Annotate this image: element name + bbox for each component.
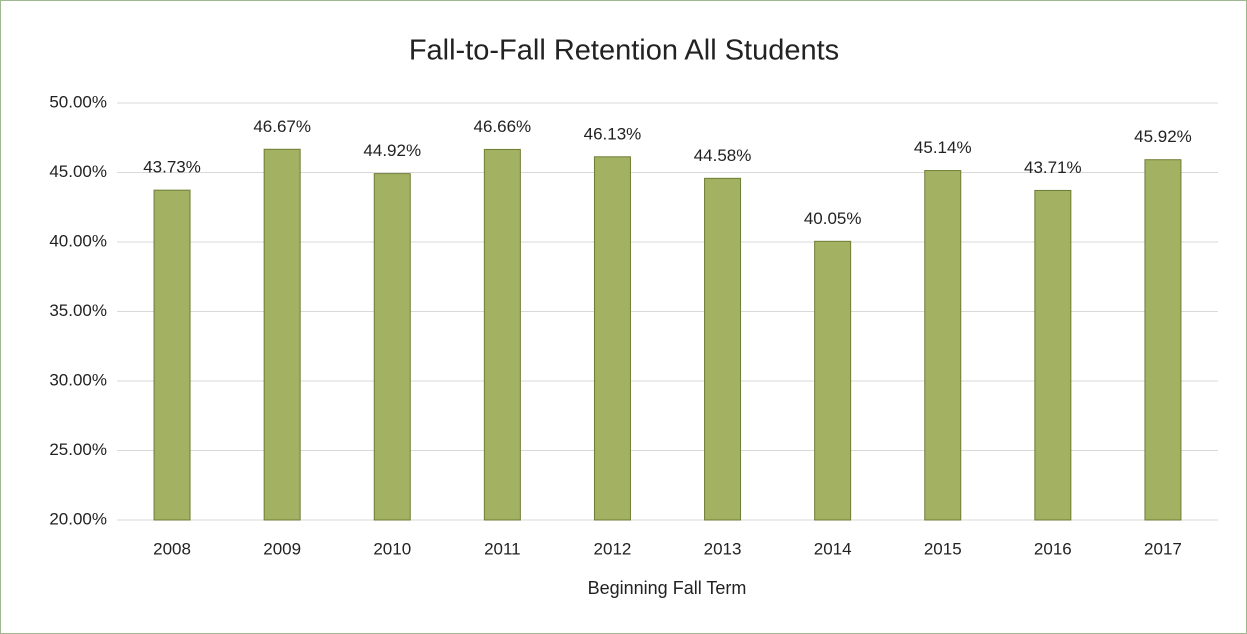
- data-label: 46.13%: [584, 124, 642, 143]
- x-tick-label: 2016: [1034, 539, 1072, 558]
- bar: [1034, 189, 1072, 521]
- y-tick-label: 20.00%: [49, 509, 107, 528]
- data-label: 45.14%: [914, 138, 972, 157]
- x-tick-label: 2014: [814, 539, 852, 558]
- chart-title: Fall-to-Fall Retention All Students: [409, 35, 839, 67]
- bar: [814, 240, 852, 521]
- bar: [924, 170, 962, 521]
- bar: [593, 156, 631, 521]
- data-label: 44.58%: [694, 146, 752, 165]
- bar: [373, 173, 411, 521]
- y-tick-label: 50.00%: [49, 92, 107, 111]
- data-label: 43.71%: [1024, 158, 1082, 177]
- data-label: 46.66%: [474, 117, 532, 136]
- bar: [153, 189, 191, 521]
- bar: [704, 177, 742, 521]
- x-tick-label: 2009: [263, 539, 301, 558]
- x-tick-label: 2012: [594, 539, 632, 558]
- data-label: 44.92%: [363, 141, 421, 160]
- y-tick-label: 30.00%: [49, 370, 107, 389]
- data-label: 45.92%: [1134, 127, 1192, 146]
- y-tick-label: 35.00%: [49, 301, 107, 320]
- x-tick-label: 2013: [704, 539, 742, 558]
- y-tick-label: 45.00%: [49, 162, 107, 181]
- bar: [483, 148, 521, 521]
- bar: [263, 148, 301, 521]
- data-label: 43.73%: [143, 158, 201, 177]
- x-tick-label: 2011: [484, 539, 521, 558]
- x-tick-label: 2017: [1144, 539, 1182, 558]
- x-tick-label: 2008: [153, 539, 191, 558]
- x-tick-label: 2015: [924, 539, 962, 558]
- bar: [1144, 159, 1182, 521]
- x-axis-title: Beginning Fall Term: [588, 578, 747, 598]
- x-tick-label: 2010: [373, 539, 411, 558]
- y-tick-label: 40.00%: [49, 231, 107, 250]
- data-label: 46.67%: [253, 117, 311, 136]
- data-label: 40.05%: [804, 209, 862, 228]
- y-tick-label: 25.00%: [49, 440, 107, 459]
